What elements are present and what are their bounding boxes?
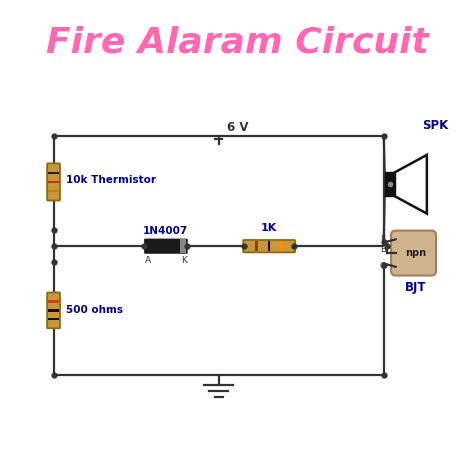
FancyBboxPatch shape	[391, 230, 436, 275]
Text: B: B	[380, 245, 385, 254]
Bar	[48, 301, 59, 303]
Bar	[48, 181, 59, 183]
Text: 500 ohms: 500 ohms	[66, 305, 123, 315]
FancyBboxPatch shape	[243, 240, 295, 252]
Bar	[385, 173, 395, 196]
FancyBboxPatch shape	[145, 239, 187, 253]
Bar	[268, 241, 270, 251]
Text: K: K	[182, 256, 187, 265]
FancyBboxPatch shape	[47, 292, 60, 328]
Text: 6 V: 6 V	[227, 121, 248, 134]
Text: SPK: SPK	[422, 118, 448, 131]
Text: C: C	[380, 262, 385, 271]
Bar	[255, 241, 258, 251]
Bar	[48, 190, 59, 192]
Text: BJT: BJT	[405, 281, 427, 294]
Bar	[48, 172, 59, 174]
Text: E: E	[380, 235, 385, 244]
Bar	[281, 241, 283, 251]
Text: 10k Thermistor: 10k Thermistor	[66, 175, 156, 185]
Bar	[48, 309, 59, 312]
Text: npn: npn	[405, 248, 427, 258]
Text: A: A	[145, 256, 151, 265]
Text: Fire Alaram Circuit: Fire Alaram Circuit	[46, 25, 428, 59]
Text: 1N4007: 1N4007	[143, 226, 189, 236]
Bar	[48, 318, 59, 320]
Bar	[180, 239, 186, 253]
Text: 1K: 1K	[261, 223, 277, 233]
FancyBboxPatch shape	[47, 164, 60, 201]
